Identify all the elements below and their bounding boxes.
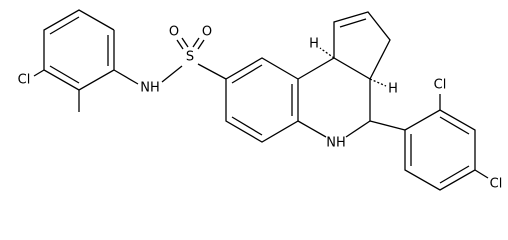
hash-bond [319, 47, 335, 59]
double-bond [197, 39, 205, 50]
double-bond [439, 165, 470, 184]
bond [297, 120, 327, 138]
bond [197, 63, 227, 80]
atom-label: O [169, 25, 179, 40]
structure-diagram: Cl NH S O O H H NH Cl Cl [18, 9, 503, 192]
bond [161, 65, 183, 83]
double-bond [49, 16, 80, 35]
atom-label: S [186, 50, 194, 65]
ring [225, 57, 299, 143]
atom-label: NH [326, 136, 346, 151]
atom-label: Cl [490, 177, 503, 192]
atom-label: Cl [434, 78, 447, 93]
bond [369, 120, 406, 131]
atom-label: H [388, 82, 398, 97]
bond [345, 120, 371, 138]
atom-label: O [202, 25, 212, 40]
double-bond [49, 65, 80, 84]
bond [474, 169, 489, 179]
atom-label: Cl [18, 73, 31, 88]
double-bond [439, 116, 470, 135]
ring [333, 11, 391, 80]
atom-label: NH [140, 81, 160, 96]
double-bond [231, 116, 263, 136]
double-bond [231, 64, 263, 84]
ring [297, 57, 371, 121]
double-bond [192, 37, 200, 48]
bonds [33, 9, 489, 191]
double-bond [339, 18, 367, 28]
double-bond [176, 39, 184, 50]
atom-label: H [309, 37, 319, 52]
bond [33, 69, 45, 77]
ring [404, 109, 476, 191]
double-bond [181, 37, 189, 48]
ring [43, 9, 115, 91]
hash-bond [369, 78, 387, 87]
bond [113, 69, 139, 85]
